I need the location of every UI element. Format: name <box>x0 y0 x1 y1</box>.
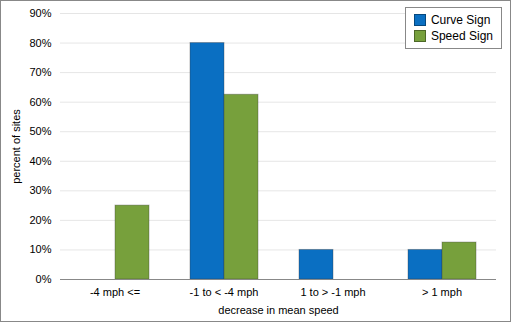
svg-text:50%: 50% <box>29 125 51 137</box>
svg-text:0%: 0% <box>36 273 52 285</box>
svg-text:80%: 80% <box>29 37 51 49</box>
svg-text:20%: 20% <box>29 214 51 226</box>
html-text:Speed Sign: Speed Sign <box>430 29 493 43</box>
html-text:Curve Sign: Curve Sign <box>430 13 491 27</box>
svg-text:70%: 70% <box>29 66 51 78</box>
svg-text:10%: 10% <box>29 243 51 255</box>
svg-text:1 to > -1 mph: 1 to > -1 mph <box>300 286 365 298</box>
svg-text:40%: 40% <box>29 155 51 167</box>
svg-text:30%: 30% <box>29 184 51 196</box>
svg-text:60%: 60% <box>29 96 51 108</box>
svg-text:90%: 90% <box>29 7 51 19</box>
svg-text:-1 to < -4 mph: -1 to < -4 mph <box>190 286 259 298</box>
svg-text:-4 mph <=: -4 mph <= <box>90 286 140 298</box>
svg-text:percent of sites: percent of sites <box>10 109 22 184</box>
svg-text:decrease in mean speed: decrease in mean speed <box>218 304 338 316</box>
svg-text:> 1 mph: > 1 mph <box>422 286 462 298</box>
